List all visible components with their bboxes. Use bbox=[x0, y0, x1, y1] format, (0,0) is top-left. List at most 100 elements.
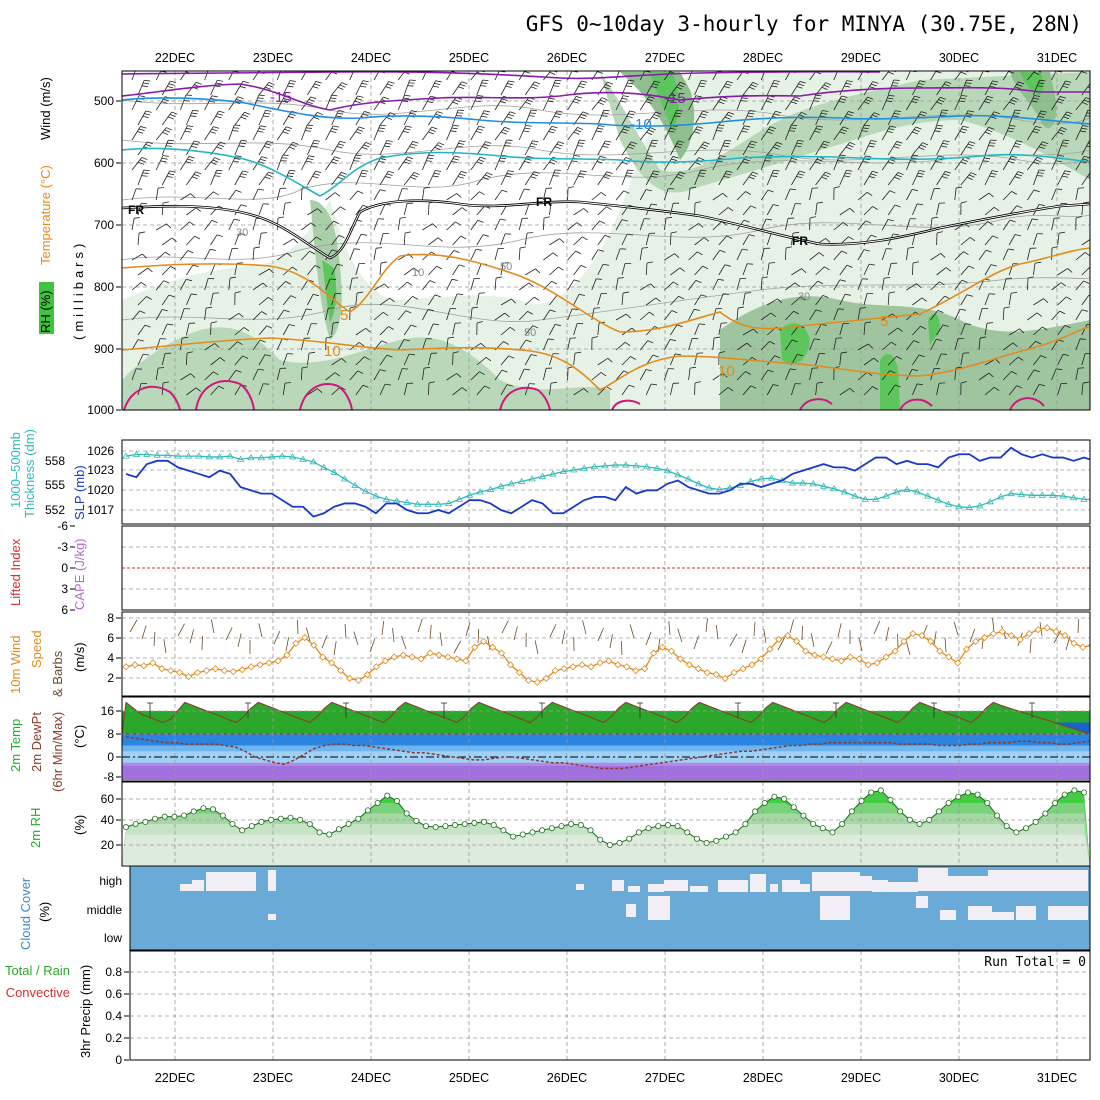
wind-barb-flag bbox=[452, 124, 459, 127]
wind-barb bbox=[736, 371, 746, 381]
wind-barb-flag bbox=[726, 80, 733, 84]
wind-barb-flag bbox=[1013, 112, 1020, 114]
wind-barb bbox=[234, 204, 242, 216]
wind-barb-flag bbox=[435, 113, 442, 117]
thickness-marker bbox=[611, 461, 620, 468]
wind-barb bbox=[718, 387, 729, 396]
wind10-marker bbox=[918, 631, 926, 640]
wind-barb-flag bbox=[209, 68, 215, 69]
wind-barb bbox=[809, 338, 815, 351]
wind-barb-flag bbox=[893, 112, 900, 115]
wind-barb-flag bbox=[483, 110, 491, 113]
wind-barb bbox=[960, 294, 968, 306]
wind-barb bbox=[252, 282, 264, 291]
wind-barb-flag bbox=[726, 235, 733, 239]
cloud-label-b: (%) bbox=[37, 902, 52, 922]
wind-barb-flag bbox=[266, 140, 273, 144]
wind10-marker bbox=[1070, 639, 1078, 647]
wind-barb-flag bbox=[287, 85, 294, 88]
wind-barb-flag bbox=[651, 383, 658, 386]
date-label-top: 27DEC bbox=[645, 51, 685, 65]
wind10-marker bbox=[730, 669, 738, 677]
wind10-marker bbox=[363, 670, 372, 679]
wind-barb-flag bbox=[1063, 139, 1070, 142]
rh2m-marker bbox=[152, 815, 159, 822]
wind-barb-flag bbox=[1075, 216, 1082, 219]
wind-barb-flag bbox=[354, 100, 361, 104]
wind-barb bbox=[688, 251, 698, 261]
wind-barb-flag bbox=[334, 156, 341, 160]
wind-barb bbox=[573, 294, 580, 306]
wind-barb bbox=[815, 266, 825, 276]
wind-barb bbox=[476, 357, 487, 366]
wind-barb bbox=[718, 235, 727, 246]
run-total-label: Run Total = 0 bbox=[984, 955, 1086, 970]
wind-barb-flag bbox=[335, 67, 341, 69]
wind-barb-flag bbox=[378, 127, 385, 130]
wind-barb-flag bbox=[450, 130, 457, 132]
wind-barb-flag bbox=[648, 96, 655, 99]
wind-barb-flag bbox=[848, 236, 854, 241]
wind-barb bbox=[863, 263, 870, 276]
wind-barb-flag bbox=[618, 277, 625, 279]
rh2m-marker bbox=[500, 827, 507, 834]
wind-barb-flag bbox=[330, 97, 337, 100]
wind10-barb bbox=[705, 618, 708, 633]
wind-barb-flag bbox=[531, 143, 538, 146]
wind10-barb bbox=[629, 624, 635, 639]
wind-barb-flag bbox=[821, 176, 828, 180]
wind-barb-flag bbox=[873, 357, 879, 363]
wind-barb bbox=[155, 280, 165, 291]
wind-barb-flag bbox=[790, 127, 797, 129]
wind-barb bbox=[155, 188, 159, 201]
wind-barb-flag bbox=[986, 129, 993, 133]
wind-barb bbox=[428, 353, 432, 366]
wind-barb-flag bbox=[969, 141, 976, 144]
wind-barb bbox=[857, 220, 867, 231]
wind-barb-flag bbox=[846, 80, 853, 83]
wind-barb-flag bbox=[142, 115, 149, 119]
wind-barb-flag bbox=[896, 174, 902, 178]
wind-barb bbox=[1057, 268, 1068, 276]
wind-barb-flag bbox=[791, 158, 798, 161]
wind10-barbs bbox=[129, 618, 1080, 656]
wind-barb-flag bbox=[991, 83, 998, 86]
wind-barb-flag bbox=[869, 142, 876, 145]
wind-barb bbox=[1002, 191, 1012, 201]
wind-barb-flag bbox=[697, 126, 704, 129]
wind-barb-flag bbox=[471, 306, 479, 309]
wind-barb-flag bbox=[873, 112, 880, 116]
wind10-barb bbox=[417, 618, 423, 633]
wind-barb bbox=[331, 358, 342, 366]
wind10-speed-line bbox=[125, 627, 1090, 684]
wind-barb bbox=[543, 71, 552, 81]
wind-barb-flag bbox=[567, 186, 574, 189]
wind10-marker bbox=[936, 647, 944, 655]
cape-axis-label: CAPE (J/kg) bbox=[72, 538, 87, 610]
thickness-marker bbox=[913, 488, 922, 495]
wind-barb-flag bbox=[990, 264, 997, 267]
wind-barb bbox=[131, 218, 135, 231]
wind-barb bbox=[543, 368, 547, 381]
wind-barb-flag bbox=[842, 222, 849, 227]
wind-barb-flag bbox=[936, 101, 943, 105]
wind-barb-flag bbox=[1012, 66, 1018, 68]
rh2m-marker bbox=[897, 808, 904, 815]
rh2m-marker bbox=[1003, 823, 1010, 830]
thickness-marker bbox=[424, 500, 432, 507]
wind-barb-flag bbox=[535, 268, 541, 274]
wind-barb-flag bbox=[945, 81, 952, 85]
wind-barb-flag bbox=[719, 69, 725, 70]
rh2m-marker bbox=[161, 813, 168, 820]
wind10-barb bbox=[225, 627, 233, 641]
wind-barb bbox=[639, 369, 647, 381]
wind-barb-flag bbox=[625, 85, 632, 87]
wind-barb-flag bbox=[846, 169, 853, 172]
thickness-marker bbox=[236, 455, 245, 462]
rh2m-marker bbox=[355, 815, 362, 822]
wind-barb-flag bbox=[461, 387, 468, 392]
wind-barb-flag bbox=[206, 306, 213, 309]
wind-barb-flag bbox=[599, 220, 606, 224]
wind-barb bbox=[379, 263, 382, 276]
wind-barb-flag bbox=[761, 276, 768, 279]
